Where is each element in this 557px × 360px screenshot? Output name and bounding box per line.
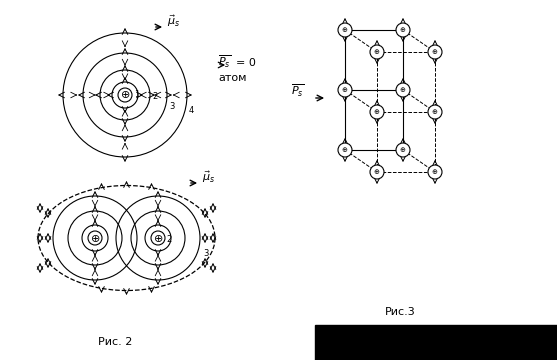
Circle shape [370, 45, 384, 59]
Text: $\oplus$: $\oplus$ [341, 26, 349, 35]
Circle shape [428, 45, 442, 59]
Text: $\oplus$: $\oplus$ [90, 233, 100, 243]
Circle shape [396, 143, 410, 157]
Text: $\oplus$: $\oplus$ [431, 167, 438, 176]
Text: $\oplus$: $\oplus$ [373, 48, 380, 57]
Bar [315, 325, 557, 360]
Text: 2: 2 [152, 92, 157, 101]
Text: 1: 1 [134, 90, 139, 99]
Text: Рис. 2: Рис. 2 [98, 337, 132, 347]
Circle shape [338, 83, 352, 97]
Text: $\oplus$: $\oplus$ [431, 48, 438, 57]
Text: $\oplus$: $\oplus$ [373, 167, 380, 176]
Circle shape [370, 165, 384, 179]
Text: $\oplus$: $\oplus$ [373, 108, 380, 117]
Text: $\oplus$: $\oplus$ [120, 90, 130, 100]
Circle shape [88, 231, 102, 245]
Circle shape [428, 105, 442, 119]
Text: $\oplus$: $\oplus$ [341, 85, 349, 94]
Circle shape [151, 231, 165, 245]
Text: $\oplus$: $\oplus$ [431, 108, 438, 117]
Text: $\oplus$: $\oplus$ [399, 85, 407, 94]
Circle shape [396, 23, 410, 37]
Text: $\overline{P_s}$: $\overline{P_s}$ [291, 82, 304, 99]
Text: $\vec{\mu}_s$: $\vec{\mu}_s$ [167, 13, 180, 29]
Text: Рис.3: Рис.3 [385, 307, 416, 317]
Circle shape [428, 165, 442, 179]
Circle shape [338, 23, 352, 37]
Text: 3: 3 [203, 249, 208, 258]
Text: $\oplus$: $\oplus$ [341, 145, 349, 154]
Text: 2: 2 [166, 235, 171, 244]
Text: = 0: = 0 [236, 58, 256, 68]
Text: $\oplus$: $\oplus$ [153, 233, 163, 243]
Circle shape [396, 83, 410, 97]
Text: $\oplus$: $\oplus$ [399, 26, 407, 35]
Text: 3: 3 [169, 102, 174, 111]
Circle shape [338, 143, 352, 157]
Text: $\vec{\mu}_s$: $\vec{\mu}_s$ [202, 169, 215, 185]
Text: атом: атом [218, 73, 247, 83]
Text: $\oplus$: $\oplus$ [399, 145, 407, 154]
Text: 4: 4 [189, 106, 194, 115]
Text: $\overline{P_s}$: $\overline{P_s}$ [218, 53, 231, 70]
Circle shape [118, 88, 132, 102]
Circle shape [370, 105, 384, 119]
